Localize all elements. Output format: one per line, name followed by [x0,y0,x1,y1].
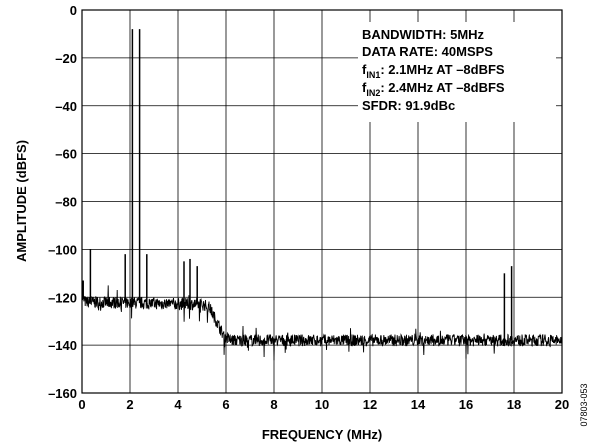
annotation-fin1-text: : 2.1MHz AT –8dBFS [380,62,505,77]
figure-id: 07803-053 [579,383,589,426]
y-tick-label: –80 [55,195,77,210]
annotation-fin1: fIN1: 2.1MHz AT –8dBFS [362,62,505,80]
annotation-bandwidth: BANDWIDTH: 5MHz [362,27,485,42]
annotation-box-background [358,22,556,122]
x-tick-labels: 0 2 4 6 8 10 12 14 16 18 20 [78,397,569,412]
x-tick-label: 20 [555,397,569,412]
annotation-fin1-sub: IN1 [366,70,380,80]
y-tick-label: –60 [55,147,77,162]
noise-trace [81,285,563,361]
y-tick-labels: 0 –20 –40 –60 –80 –100 –120 –140 –160 [48,3,77,401]
y-tick-label: –40 [55,99,77,114]
spur-lines [82,29,513,341]
x-tick-label: 0 [78,397,85,412]
x-axis-title: FREQUENCY (MHz) [262,427,382,442]
y-tick-label: –140 [48,338,77,353]
x-tick-label: 8 [270,397,277,412]
annotation-data-rate: DATA RATE: 40MSPS [362,44,493,59]
x-tick-label: 18 [507,397,521,412]
x-tick-label: 16 [459,397,473,412]
annotation-sfdr: SFDR: 91.9dBc [362,98,455,113]
y-tick-label: 0 [70,3,77,18]
annotation-fin2-text: : 2.4MHz AT –8dBFS [380,80,505,95]
y-axis-title: AMPLITUDE (dBFS) [14,140,29,262]
noise-trace-group [81,285,563,361]
y-tick-label: –120 [48,290,77,305]
x-tick-label: 14 [411,397,426,412]
y-tick-label: –20 [55,51,77,66]
y-tick-label: –160 [48,386,77,401]
annotation-fin2-sub: IN2 [366,88,380,98]
annotation-fin2-f: f [362,80,367,95]
y-tick-label: –100 [48,242,77,257]
x-tick-label: 4 [174,397,182,412]
x-tick-label: 12 [363,397,377,412]
annotation-fin2: fIN2: 2.4MHz AT –8dBFS [362,80,505,98]
x-tick-label: 2 [126,397,133,412]
annotation-fin1-f: f [362,62,367,77]
x-tick-label: 10 [315,397,329,412]
x-tick-label: 6 [222,397,229,412]
